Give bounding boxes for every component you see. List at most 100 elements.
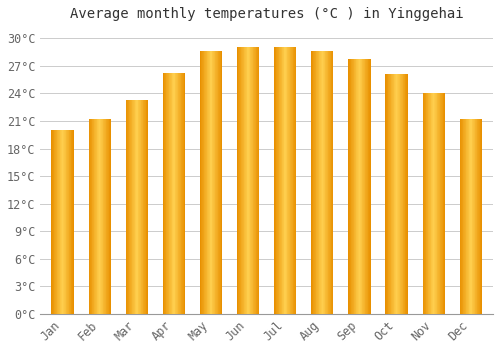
Bar: [202, 51, 203, 314]
Bar: [318, 51, 320, 314]
Bar: [476, 119, 478, 314]
Bar: [362, 60, 363, 314]
Bar: [354, 60, 355, 314]
Bar: [289, 47, 290, 314]
Bar: [324, 51, 326, 314]
Bar: [95, 119, 96, 314]
Bar: [356, 60, 357, 314]
Bar: [422, 93, 424, 314]
Bar: [353, 60, 354, 314]
Bar: [282, 47, 283, 314]
Bar: [138, 100, 139, 314]
Bar: [184, 73, 185, 314]
Bar: [430, 93, 432, 314]
Bar: [237, 47, 238, 314]
Bar: [209, 51, 210, 314]
Bar: [246, 47, 248, 314]
Bar: [73, 130, 74, 314]
Bar: [54, 130, 55, 314]
Bar: [480, 119, 481, 314]
Bar: [166, 73, 167, 314]
Bar: [130, 100, 131, 314]
Bar: [350, 60, 352, 314]
Bar: [136, 100, 137, 314]
Bar: [126, 100, 127, 314]
Bar: [278, 47, 280, 314]
Bar: [108, 119, 110, 314]
Bar: [388, 74, 389, 314]
Bar: [394, 74, 395, 314]
Bar: [200, 51, 202, 314]
Bar: [53, 130, 54, 314]
Bar: [183, 73, 184, 314]
Bar: [176, 73, 177, 314]
Bar: [245, 47, 246, 314]
Bar: [311, 51, 312, 314]
Bar: [173, 73, 174, 314]
Bar: [250, 47, 251, 314]
Bar: [177, 73, 178, 314]
Bar: [217, 51, 218, 314]
Bar: [142, 100, 144, 314]
Bar: [144, 100, 145, 314]
Bar: [387, 74, 388, 314]
Bar: [165, 73, 166, 314]
Bar: [205, 51, 206, 314]
Bar: [210, 51, 211, 314]
Bar: [479, 119, 480, 314]
Bar: [471, 119, 472, 314]
Bar: [105, 119, 106, 314]
Bar: [106, 119, 107, 314]
Bar: [58, 130, 59, 314]
Bar: [393, 74, 394, 314]
Bar: [315, 51, 316, 314]
Bar: [400, 74, 401, 314]
Bar: [208, 51, 209, 314]
Bar: [174, 73, 176, 314]
Bar: [295, 47, 296, 314]
Bar: [277, 47, 278, 314]
Bar: [92, 119, 93, 314]
Bar: [327, 51, 328, 314]
Bar: [404, 74, 406, 314]
Bar: [244, 47, 245, 314]
Bar: [470, 119, 471, 314]
Bar: [395, 74, 396, 314]
Bar: [242, 47, 243, 314]
Bar: [216, 51, 217, 314]
Bar: [330, 51, 332, 314]
Bar: [284, 47, 285, 314]
Bar: [432, 93, 433, 314]
Bar: [316, 51, 317, 314]
Bar: [428, 93, 429, 314]
Bar: [164, 73, 165, 314]
Bar: [64, 130, 65, 314]
Bar: [252, 47, 254, 314]
Bar: [141, 100, 142, 314]
Bar: [219, 51, 220, 314]
Bar: [440, 93, 441, 314]
Bar: [52, 130, 53, 314]
Bar: [239, 47, 240, 314]
Bar: [93, 119, 94, 314]
Bar: [72, 130, 73, 314]
Bar: [240, 47, 242, 314]
Bar: [288, 47, 289, 314]
Bar: [349, 60, 350, 314]
Bar: [213, 51, 214, 314]
Bar: [257, 47, 258, 314]
Bar: [60, 130, 61, 314]
Bar: [467, 119, 468, 314]
Bar: [99, 119, 100, 314]
Bar: [90, 119, 91, 314]
Bar: [283, 47, 284, 314]
Bar: [357, 60, 358, 314]
Bar: [425, 93, 426, 314]
Bar: [426, 93, 427, 314]
Bar: [360, 60, 361, 314]
Bar: [65, 130, 66, 314]
Bar: [88, 119, 90, 314]
Bar: [461, 119, 462, 314]
Bar: [238, 47, 239, 314]
Bar: [131, 100, 132, 314]
